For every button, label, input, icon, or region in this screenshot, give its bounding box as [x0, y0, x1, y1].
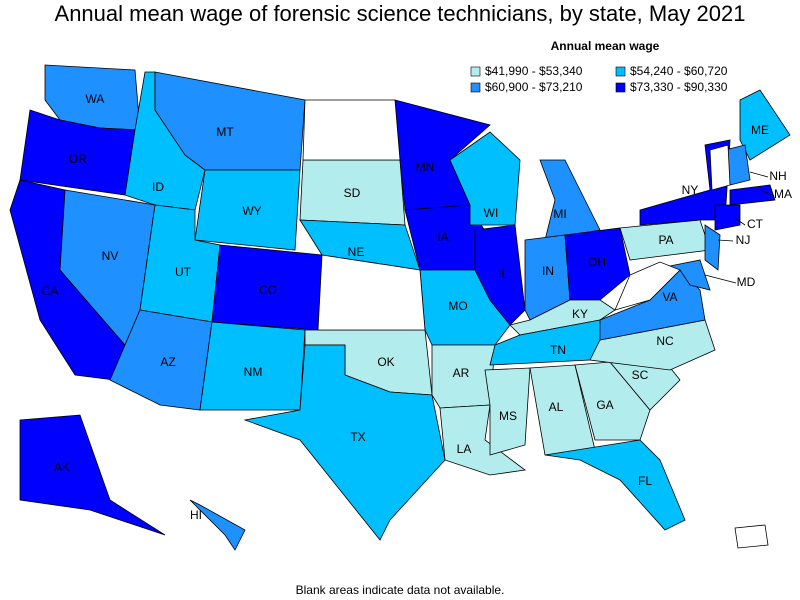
blank-state	[709, 144, 731, 191]
callout-line	[759, 189, 774, 196]
state	[574, 361, 651, 441]
state-label: IA	[437, 230, 448, 244]
state	[19, 414, 166, 536]
legend-label: $73,330 - $90,330	[630, 80, 728, 94]
state	[194, 169, 301, 251]
state	[539, 159, 601, 241]
blank-states	[302, 99, 769, 549]
state	[199, 321, 306, 411]
blank-state	[317, 254, 426, 331]
state	[739, 89, 791, 161]
state-label: MS	[499, 409, 517, 423]
state	[714, 204, 741, 231]
state-label: LA	[457, 442, 472, 456]
state	[243, 344, 446, 541]
legend-label: $54,240 - $60,720	[630, 64, 728, 78]
state-label: CT	[747, 217, 764, 231]
state	[729, 184, 776, 206]
legend-swatch	[470, 82, 481, 93]
blank-territory	[734, 524, 769, 549]
state-label: IL	[498, 267, 508, 281]
state-label: WA	[86, 92, 105, 106]
note: Blank areas indicate data not available.	[296, 583, 505, 597]
state-label: PA	[658, 233, 673, 247]
state-label: MA	[774, 187, 792, 201]
callout-line	[704, 274, 737, 284]
state-label: AK	[54, 460, 70, 474]
state-label: NJ	[736, 233, 751, 247]
state	[484, 367, 531, 456]
state-label: UT	[175, 265, 192, 279]
legend-swatch	[470, 66, 481, 77]
state-label: MO	[448, 299, 467, 313]
state-label: MT	[216, 125, 234, 139]
legend-title: Annual mean wage	[551, 39, 660, 53]
legend-swatch	[615, 66, 626, 77]
legend-label: $60,900 - $73,210	[485, 80, 583, 94]
callout-line	[749, 171, 769, 178]
state-label: CO	[259, 283, 277, 297]
state-label: TX	[350, 430, 365, 444]
state-label: KY	[572, 307, 588, 321]
state-label: MN	[416, 160, 435, 174]
state-label: IN	[542, 264, 554, 278]
blank-state	[614, 261, 681, 311]
state-label: FL	[638, 474, 652, 488]
state-label: MD	[737, 275, 756, 289]
state-label: NC	[656, 334, 674, 348]
state-label: OH	[588, 255, 606, 269]
legend-label: $41,990 - $53,340	[485, 64, 583, 78]
state-label: AL	[549, 400, 564, 414]
state-label: NE	[348, 245, 365, 259]
state	[544, 439, 686, 531]
state-label: NY	[682, 183, 699, 197]
state-label: OR	[69, 152, 87, 166]
state-label: NH	[769, 169, 786, 183]
state	[564, 227, 631, 301]
state-label: AZ	[160, 355, 175, 369]
legend-swatch	[615, 82, 626, 93]
state-label: ID	[152, 180, 164, 194]
state-label: NM	[244, 365, 263, 379]
state-label: VA	[662, 290, 677, 304]
state-label: WY	[242, 204, 261, 218]
state-label: HI	[190, 508, 202, 522]
state-label: TN	[550, 343, 566, 357]
state-label: CA	[42, 284, 59, 298]
state-label: AR	[453, 366, 470, 380]
state-label: MI	[553, 207, 566, 221]
map-title: Annual mean wage of forensic science tec…	[55, 1, 746, 26]
state-label: WI	[484, 206, 499, 220]
state	[189, 499, 246, 551]
state	[704, 224, 721, 271]
state-label: GA	[596, 398, 613, 412]
state-label: NV	[102, 249, 119, 263]
blank-state	[302, 99, 401, 161]
callout-line	[734, 217, 746, 226]
state-label: SC	[632, 368, 649, 382]
callout-line	[717, 239, 734, 242]
state-label: SD	[344, 186, 361, 200]
state-label: OK	[377, 355, 394, 369]
state-label: ME	[751, 123, 769, 137]
